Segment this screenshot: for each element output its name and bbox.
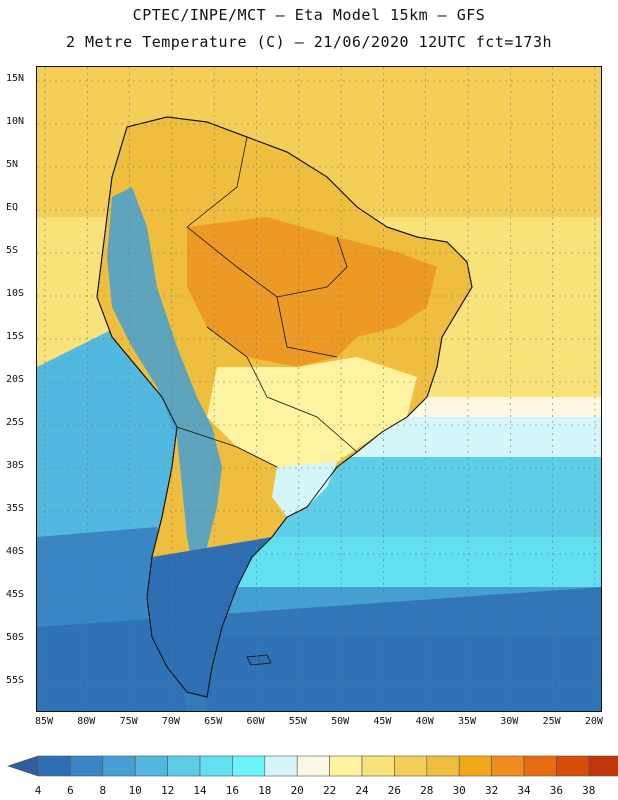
colorbar-tick-label: 38 — [582, 784, 596, 797]
lon-label: 40W — [415, 716, 434, 727]
colorbar-low-arrow — [7, 755, 39, 777]
country-border-6 — [186, 136, 248, 228]
lon-label: 20W — [584, 716, 603, 727]
lat-label: 55S — [6, 675, 25, 686]
lon-label: 60W — [246, 716, 265, 727]
colorbar-swatch — [394, 755, 428, 777]
colorbar-swatch — [296, 755, 330, 777]
colorbar-swatch — [426, 755, 460, 777]
lat-label: 15S — [6, 331, 25, 342]
colorbar-tick-label: 16 — [225, 784, 240, 797]
lon-label: 70W — [161, 716, 180, 727]
colorbar-tick-label: 30 — [452, 784, 466, 797]
colorbar-swatch — [70, 755, 104, 777]
colorbar-swatch — [491, 755, 525, 777]
lat-label: 50S — [6, 632, 25, 643]
lat-label: 5N — [6, 159, 19, 170]
hot-core-region — [187, 217, 437, 367]
colorbar-swatch — [588, 755, 618, 777]
colorbar-tick-label: 36 — [549, 784, 564, 797]
colorbar-swatch — [199, 755, 233, 777]
lon-label: 30W — [500, 716, 519, 727]
colorbar-tick-label: 22 — [322, 784, 337, 797]
colorbar-tick-label: 24 — [355, 784, 369, 797]
lon-label: 45W — [373, 716, 392, 727]
patagonia-region — [147, 537, 272, 697]
andes-cold-strip — [107, 187, 222, 587]
colorbar-tick-label: 4 — [34, 784, 42, 797]
colorbar-tick-label: 10 — [128, 784, 142, 797]
colorbar-swatch — [232, 755, 266, 777]
country-border-3 — [266, 396, 358, 453]
southern-brazil-region — [207, 357, 417, 487]
lon-label: 55W — [288, 716, 307, 727]
pampas-region — [272, 462, 337, 517]
colorbar-tick-label: 26 — [387, 784, 402, 797]
colorbar-tick-label: 34 — [517, 784, 531, 797]
lon-label: 50W — [331, 716, 350, 727]
country-border-4 — [176, 426, 278, 468]
colorbar-tick-label: 28 — [420, 784, 434, 797]
lat-label: 15N — [6, 73, 25, 84]
colorbar-swatch — [329, 755, 363, 777]
colorbar-tick-label: 6 — [67, 784, 74, 797]
colorbar-swatch — [167, 755, 201, 777]
colorbar-swatch — [102, 755, 136, 777]
country-border-1 — [276, 296, 338, 358]
lat-label: 5S — [6, 245, 19, 256]
colorbar-tick-label: 18 — [258, 784, 272, 797]
lon-label: 65W — [204, 716, 223, 727]
colorbar-swatch — [458, 755, 492, 777]
lat-label: EQ — [6, 202, 19, 213]
chart-title-line-1: CPTEC/INPE/MCT – Eta Model 15km – GFS — [132, 6, 486, 24]
colorbar-tick-label: 12 — [160, 784, 175, 797]
map-frame — [36, 66, 602, 712]
lat-label: 30S — [6, 460, 25, 471]
colorbar-swatch — [361, 755, 395, 777]
lon-label: 75W — [119, 716, 138, 727]
lat-label: 40S — [6, 546, 25, 557]
lat-label: 10S — [6, 288, 25, 299]
coastline — [96, 116, 473, 698]
colorbar-tick-label: 14 — [193, 784, 207, 797]
chart-title-line-2: 2 Metre Temperature (C) – 21/06/2020 12U… — [65, 33, 553, 51]
lat-label: 25S — [6, 417, 25, 428]
lat-label: 35S — [6, 503, 25, 514]
temperature-map — [37, 67, 601, 711]
lat-label: 20S — [6, 374, 25, 385]
colorbar-swatch — [556, 755, 590, 777]
temperature-colorbar — [7, 755, 618, 777]
lon-label: 35W — [457, 716, 477, 727]
lat-label: 10N — [6, 116, 25, 127]
lat-label: 45S — [6, 589, 25, 600]
country-border-5 — [326, 236, 348, 288]
country-border-2 — [206, 326, 268, 398]
colorbar-tick-label: 8 — [99, 784, 107, 797]
lon-label: 80W — [77, 716, 96, 727]
colorbar-tick-label: 32 — [484, 784, 499, 797]
country-border-0 — [186, 226, 328, 298]
lon-label: 25W — [542, 716, 561, 727]
colorbar-swatch — [264, 755, 298, 777]
lon-label: 85W — [34, 716, 54, 727]
falkland-islands — [246, 654, 272, 666]
colorbar-tick-label: 20 — [290, 784, 304, 797]
colorbar-swatch — [523, 755, 557, 777]
colorbar-swatch — [37, 755, 71, 777]
colorbar-swatch — [134, 755, 168, 777]
